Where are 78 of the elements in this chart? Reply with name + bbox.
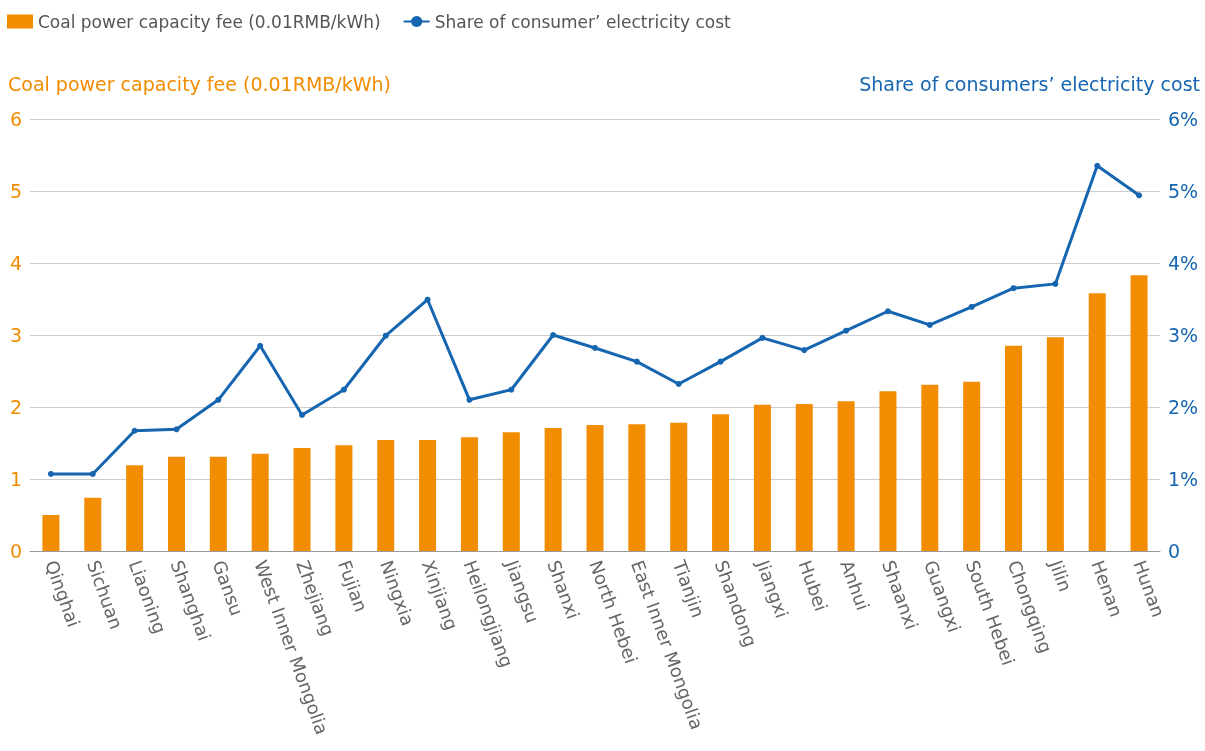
- point: [47, 470, 54, 477]
- legend-label: Share of consumer’ electricity cost: [434, 11, 732, 32]
- y2-tick-label: 4%: [1168, 252, 1199, 274]
- bar: [167, 456, 185, 551]
- y2-tick-label: 5%: [1168, 180, 1199, 202]
- point: [884, 308, 891, 315]
- bar: [586, 425, 604, 551]
- bar: [628, 424, 646, 551]
- bar: [1130, 275, 1148, 551]
- point: [968, 303, 975, 310]
- y2-tick-label: 6%: [1168, 108, 1199, 130]
- point: [257, 342, 264, 349]
- bar: [795, 404, 813, 551]
- point: [424, 296, 431, 303]
- point: [926, 321, 933, 328]
- bar: [335, 445, 353, 551]
- y-tick-label: 1: [9, 468, 22, 490]
- y-tick-label: 4: [9, 252, 22, 274]
- point: [1010, 285, 1017, 292]
- bar: [460, 437, 478, 551]
- point: [215, 396, 222, 403]
- bar: [293, 448, 311, 551]
- point: [759, 334, 766, 341]
- bar: [1088, 293, 1106, 551]
- point: [633, 358, 640, 365]
- legend-label: Coal power capacity fee (0.01RMB/kWh): [38, 11, 381, 32]
- point: [1052, 280, 1059, 287]
- x-tick-label: Gansu: [208, 557, 248, 619]
- point: [131, 427, 138, 434]
- y-tick-label: 0: [9, 540, 22, 562]
- bar: [879, 391, 897, 551]
- point: [1094, 162, 1101, 169]
- point: [801, 347, 808, 354]
- bar: [377, 440, 395, 551]
- x-tick-label: Tianjin: [668, 556, 709, 621]
- bar: [126, 465, 144, 551]
- bar: [42, 515, 60, 551]
- x-tick-label: Hubei: [794, 557, 833, 614]
- bar: [1005, 345, 1023, 551]
- bar: [837, 401, 855, 551]
- y-tick-label: 6: [9, 108, 22, 130]
- x-tick-label: Henan: [1087, 557, 1128, 620]
- point: [843, 327, 850, 334]
- bar: [712, 414, 730, 551]
- bar: [84, 497, 102, 551]
- bar: [419, 440, 437, 551]
- y2-tick-label: 0: [1168, 540, 1181, 562]
- point: [717, 358, 724, 365]
- y-tick-label: 5: [9, 180, 22, 202]
- x-tick-label: Fujian: [334, 557, 372, 615]
- y-tick-label: 3: [9, 324, 22, 346]
- bar: [1046, 337, 1064, 551]
- point: [382, 332, 389, 339]
- bar: [753, 404, 771, 551]
- y2-tick-label: 3%: [1168, 324, 1199, 346]
- bar: [251, 453, 269, 551]
- x-tick-label: Hunan: [1129, 557, 1170, 620]
- point: [550, 332, 557, 338]
- bar: [921, 384, 939, 551]
- bar: [670, 422, 688, 551]
- x-tick-label: Anhui: [836, 557, 874, 614]
- bar: [963, 381, 981, 551]
- y2-axis-title: Share of consumers’ electricity cost: [859, 72, 1200, 95]
- point: [466, 396, 473, 403]
- y2-tick-label: 2%: [1168, 396, 1199, 418]
- point: [675, 380, 682, 387]
- point: [508, 386, 515, 393]
- bar: [209, 456, 227, 551]
- y2-tick-label: 1%: [1168, 468, 1199, 490]
- point: [592, 344, 598, 351]
- bar: [502, 432, 520, 551]
- y-axis-title: Coal power capacity fee (0.01RMB/kWh): [8, 72, 391, 95]
- point: [299, 411, 306, 418]
- point: [1136, 192, 1143, 199]
- point: [340, 386, 347, 393]
- point: [89, 470, 96, 477]
- bar: [544, 427, 562, 551]
- y-tick-label: 2: [9, 396, 22, 418]
